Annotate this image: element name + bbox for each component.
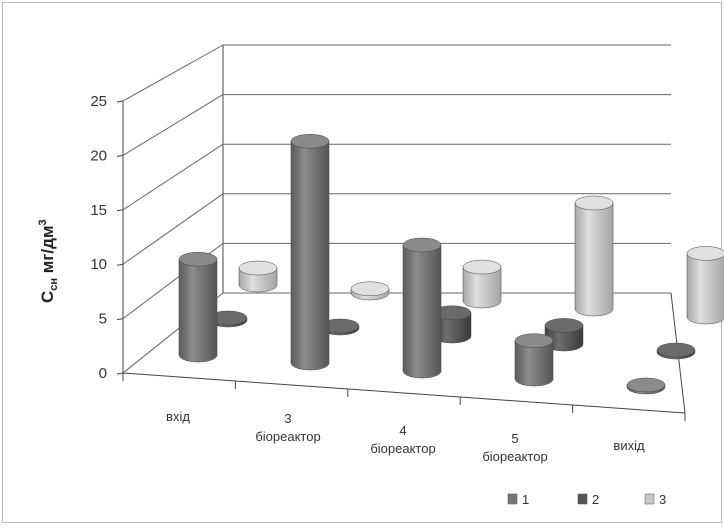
bar-series-3-cat-0: [238, 260, 278, 293]
bar-cylinder-top: [514, 333, 554, 348]
y-tick-labels: 0 5 10 15 20 25: [90, 93, 107, 382]
bar-cylinder-top: [686, 246, 724, 261]
bar-cylinder-body: [290, 140, 330, 371]
bar-cylinder-top: [350, 281, 390, 297]
legend-swatch-1: [507, 493, 518, 505]
y-tick-label: 25: [90, 93, 107, 110]
bar-series-3-cat-1: [350, 281, 390, 301]
legend: 1 2 3: [507, 492, 666, 507]
gridlines: [116, 44, 671, 375]
bar-series-1-cat-0: [178, 251, 218, 363]
bar-series-3-cat-4: [686, 246, 724, 325]
bar-cylinder-top: [178, 251, 218, 267]
y-tick-mark: [116, 154, 124, 157]
legend-label-2: 2: [592, 492, 599, 507]
gridline-side: [122, 94, 224, 156]
bar-series-1-cat-2: [402, 237, 442, 379]
y-tick-mark: [116, 372, 124, 375]
category-label: вихід: [613, 438, 645, 453]
category-label: біореактор: [255, 429, 320, 444]
legend-swatch-2: [577, 493, 588, 505]
x-tick-marks: [122, 373, 686, 421]
bar-series-2-cat-3: [544, 318, 584, 352]
y-tick-label: 10: [90, 256, 107, 273]
bar-series-2-cat-4: [656, 342, 696, 360]
y-tick-mark: [116, 263, 124, 266]
bar-cylinder-body: [514, 340, 554, 387]
gridline-side: [122, 193, 224, 265]
bar-series-2-cat-2: [432, 305, 472, 344]
bar-cylinder-top: [290, 133, 330, 149]
bar-series-1-cat-4: [626, 377, 666, 395]
gridline-side: [122, 44, 224, 102]
y-tick-mark: [116, 100, 124, 103]
category-label: 3: [284, 411, 291, 426]
y-axis-label: Cсн мг/дм3: [37, 219, 60, 303]
bars-group: [178, 133, 724, 395]
legend-swatch-3: [644, 493, 655, 505]
y-tick-label: 5: [99, 311, 107, 328]
bar-series-3-cat-2: [462, 259, 502, 309]
bar-cylinder-body: [686, 253, 724, 325]
y-tick-mark: [116, 209, 124, 212]
legend-label-3: 3: [659, 492, 666, 507]
legend-label-1: 1: [522, 492, 529, 507]
category-labels: вхід 3 біореактор 4 біореактор 5 біореактор вих…: [166, 409, 645, 464]
bar-cylinder-body: [462, 266, 502, 309]
category-label: біореактор: [482, 449, 547, 464]
bar-cylinder-body: [574, 202, 614, 317]
bar-cylinder-top: [402, 237, 442, 253]
category-label: 4: [399, 423, 406, 438]
bar-series-2-cat-1: [320, 318, 360, 336]
x-axis-line: [122, 372, 686, 414]
bar-series-1-cat-3: [514, 333, 554, 387]
bar-cylinder-top: [238, 260, 278, 276]
bar-series-3-cat-3: [574, 195, 614, 317]
category-label: вхід: [166, 409, 190, 424]
bar-cylinder-top: [656, 342, 696, 358]
bar-cylinder-top: [574, 195, 614, 211]
bar-cylinder-top: [626, 377, 666, 393]
bar-cylinder-body: [402, 244, 442, 379]
bar-cylinder-top: [462, 259, 502, 275]
y-tick-mark: [116, 318, 124, 321]
category-label: біореактор: [370, 441, 435, 456]
chart-svg: 0 5 10 15 20 25 вхід 3 біореактор 4 біореактор 5 бі…: [37, 44, 724, 507]
bar-series-1-cat-1: [290, 133, 330, 371]
bar-cylinder-body: [178, 258, 218, 363]
y-tick-label: 0: [99, 365, 107, 382]
category-label: 5: [511, 431, 518, 446]
gridline-side: [122, 143, 224, 211]
bar-cylinder-top: [544, 318, 584, 333]
y-tick-label: 15: [90, 202, 107, 219]
y-tick-label: 20: [90, 147, 107, 164]
